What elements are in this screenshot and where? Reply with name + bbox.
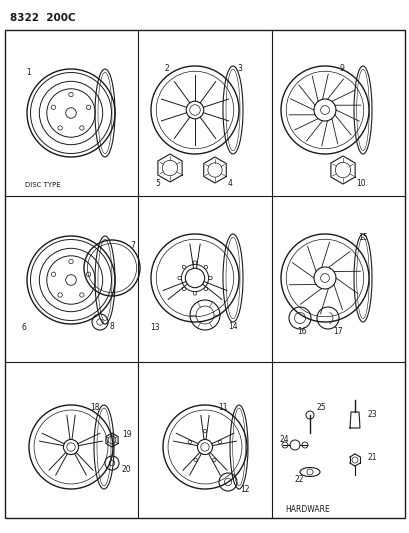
Text: 10: 10 <box>355 179 365 188</box>
Text: 20: 20 <box>122 465 131 474</box>
Text: 23: 23 <box>367 410 377 419</box>
Circle shape <box>218 440 221 444</box>
Circle shape <box>204 287 207 290</box>
Text: 19: 19 <box>122 431 131 440</box>
Text: 2: 2 <box>164 63 169 72</box>
Circle shape <box>51 272 56 277</box>
Circle shape <box>182 287 185 290</box>
Circle shape <box>189 104 200 115</box>
Circle shape <box>320 106 328 115</box>
Circle shape <box>79 126 84 130</box>
Circle shape <box>65 274 76 285</box>
Text: 18: 18 <box>90 403 99 413</box>
Circle shape <box>79 293 84 297</box>
Text: 1: 1 <box>26 68 31 77</box>
Circle shape <box>208 276 211 280</box>
Text: 15: 15 <box>357 233 367 243</box>
Text: 17: 17 <box>332 327 342 336</box>
Text: 25: 25 <box>316 403 326 413</box>
Circle shape <box>204 265 207 269</box>
Text: 24: 24 <box>279 435 289 445</box>
Circle shape <box>67 443 75 451</box>
Text: 6: 6 <box>22 324 27 333</box>
Circle shape <box>200 443 209 451</box>
Circle shape <box>69 92 73 96</box>
Circle shape <box>69 260 73 264</box>
Text: 21: 21 <box>367 454 377 463</box>
Text: DISC TYPE: DISC TYPE <box>25 182 61 188</box>
Circle shape <box>212 458 216 462</box>
Circle shape <box>182 265 185 269</box>
Circle shape <box>193 261 196 264</box>
Circle shape <box>58 293 62 297</box>
Text: 4: 4 <box>227 179 232 188</box>
Text: 12: 12 <box>239 486 249 495</box>
Circle shape <box>86 105 90 109</box>
Text: 5: 5 <box>155 179 160 188</box>
Text: 16: 16 <box>296 327 306 336</box>
Circle shape <box>193 292 196 295</box>
Circle shape <box>58 126 62 130</box>
Text: 14: 14 <box>227 322 237 332</box>
Text: 11: 11 <box>218 403 227 413</box>
Text: 3: 3 <box>236 63 241 72</box>
Text: 13: 13 <box>150 324 159 333</box>
Text: HARDWARE: HARDWARE <box>285 505 330 514</box>
Circle shape <box>65 108 76 118</box>
Text: 8: 8 <box>110 322 115 332</box>
Circle shape <box>203 430 206 433</box>
Circle shape <box>188 440 191 444</box>
Circle shape <box>51 105 56 109</box>
Text: 22: 22 <box>294 475 304 484</box>
Circle shape <box>86 272 90 277</box>
Circle shape <box>178 276 181 280</box>
Text: 9: 9 <box>339 63 344 72</box>
Text: 8322  200C: 8322 200C <box>10 13 75 23</box>
Circle shape <box>320 273 328 282</box>
Text: 7: 7 <box>130 240 135 249</box>
Circle shape <box>193 458 197 462</box>
